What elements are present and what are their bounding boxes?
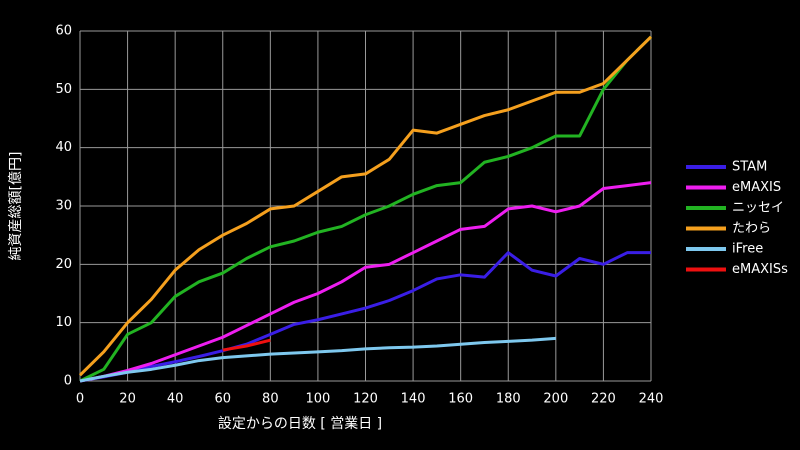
y-tick-label: 40 — [55, 140, 72, 155]
y-tick-label: 20 — [55, 257, 72, 272]
legend-label: eMAXISs — [732, 262, 788, 277]
series-line — [79, 35, 653, 383]
x-tick-label: 120 — [353, 392, 378, 407]
y-tick-label: 0 — [64, 374, 72, 389]
series-line — [79, 181, 652, 383]
series-line — [222, 338, 271, 352]
legend-label: たわら — [732, 221, 771, 236]
legend-label: ニッセイ — [732, 201, 784, 216]
x-tick-label: 40 — [167, 392, 184, 407]
x-tick-label: 200 — [543, 392, 568, 407]
series-line — [79, 336, 556, 383]
series-line — [78, 35, 653, 377]
legend-label: STAM — [732, 160, 767, 175]
y-tick-label: 30 — [55, 199, 72, 214]
x-tick-label: 240 — [639, 392, 664, 407]
x-tick-label: 0 — [76, 392, 84, 407]
y-tick-label: 10 — [55, 315, 72, 330]
x-tick-label: 180 — [496, 392, 521, 407]
series-line — [79, 251, 651, 383]
x-tick-label: 60 — [214, 392, 231, 407]
legend-label: eMAXIS — [732, 180, 781, 195]
x-axis-label: 設定からの日数 [ 営業日 ] — [218, 416, 382, 432]
x-tick-label: 20 — [119, 392, 136, 407]
legend-label: iFree — [732, 242, 763, 257]
x-tick-label: 100 — [306, 392, 331, 407]
x-tick-label: 220 — [591, 392, 616, 407]
x-tick-label: 160 — [448, 392, 473, 407]
y-axis-label: 純資産総額[億円] — [8, 152, 24, 261]
y-tick-label: 50 — [55, 82, 72, 97]
y-tick-label: 60 — [55, 24, 72, 39]
x-tick-label: 80 — [262, 392, 279, 407]
x-tick-label: 140 — [401, 392, 426, 407]
